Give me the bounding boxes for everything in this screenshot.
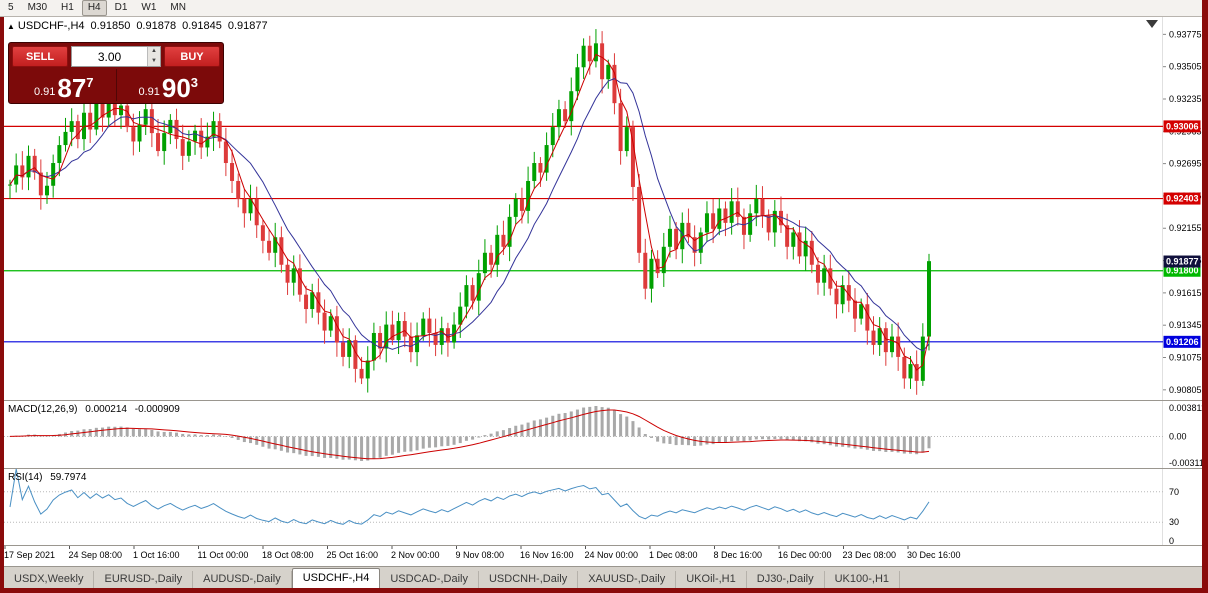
ohlc-close: 0.91877 bbox=[227, 20, 268, 32]
tab-usdcad-daily[interactable]: USDCAD-,Daily bbox=[380, 571, 479, 588]
time-axis-label: 25 Oct 16:00 bbox=[327, 550, 379, 560]
time-axis-label: 30 Dec 16:00 bbox=[907, 550, 961, 560]
rsi-name: RSI(14) bbox=[8, 472, 43, 483]
macd-value-main: 0.000214 bbox=[85, 404, 127, 415]
time-axis-label: 23 Dec 08:00 bbox=[843, 550, 897, 560]
rsi-line bbox=[9, 468, 930, 525]
macd-indicator-label: MACD(12,26,9) 0.000214 -0.000909 bbox=[8, 404, 185, 415]
buy-price-big: 90 bbox=[161, 73, 191, 103]
time-axis-label: 24 Nov 00:00 bbox=[585, 550, 639, 560]
window-frame-left bbox=[0, 17, 4, 593]
sell-price-display[interactable]: 0.91 87 7 bbox=[12, 69, 116, 101]
timeframe-button-h4[interactable]: H4 bbox=[81, 0, 107, 16]
buy-price-small: 0.91 bbox=[138, 86, 160, 98]
price-label-0.92403: 0.92403 bbox=[1166, 194, 1199, 204]
time-axis-label: 24 Sep 08:00 bbox=[69, 550, 123, 560]
price-label-0.93006: 0.93006 bbox=[1166, 121, 1199, 131]
time-axis-label: 16 Dec 00:00 bbox=[778, 550, 832, 560]
tab-usdchf-h4[interactable]: USDCHF-,H4 bbox=[291, 568, 381, 588]
time-axis-label: 16 Nov 16:00 bbox=[520, 550, 574, 560]
chart-symbol-period: USDCHF-,H4 bbox=[17, 20, 85, 32]
time-axis-label: 1 Oct 16:00 bbox=[133, 550, 180, 560]
price-axis-label: 0.91615 bbox=[1169, 288, 1202, 298]
tab-uk100-h1[interactable]: UK100-,H1 bbox=[825, 571, 901, 588]
time-axis-label: 18 Oct 08:00 bbox=[262, 550, 314, 560]
price-axis-label: 0.92695 bbox=[1169, 159, 1202, 169]
macd-histogram bbox=[8, 406, 931, 461]
timeframe-button-m30[interactable]: M30 bbox=[27, 2, 48, 13]
timeframe-button-mn[interactable]: MN bbox=[170, 2, 186, 13]
rsi-axis-label: 30 bbox=[1169, 517, 1179, 527]
macd-axis-label: 0.00 bbox=[1169, 431, 1187, 441]
chart-header: ▲ USDCHF-,H4 0.91850 0.91878 0.91845 0.91877 bbox=[7, 20, 268, 32]
time-axis-label: 2 Nov 00:00 bbox=[391, 550, 440, 560]
macd-axis-label: -0.003116 bbox=[1169, 458, 1208, 468]
time-axis-label: 1 Dec 08:00 bbox=[649, 550, 698, 560]
timeframe-toolbar: 5 M30 H1 H4 D1 W1 MN bbox=[0, 0, 1208, 17]
price-label-0.91877: 0.91877 bbox=[1166, 257, 1199, 267]
price-axis-label: 0.91345 bbox=[1169, 320, 1202, 330]
price-label-0.91800: 0.91800 bbox=[1166, 266, 1199, 276]
timeframe-button-w1[interactable]: W1 bbox=[141, 2, 157, 13]
time-axis-label: 9 Nov 08:00 bbox=[456, 550, 505, 560]
timeframe-button-5[interactable]: 5 bbox=[8, 2, 14, 13]
chart-canvas[interactable]: 0.937750.935050.932350.929650.926950.924… bbox=[0, 17, 1208, 566]
tab-usdx-weekly[interactable]: USDX,Weekly bbox=[4, 571, 95, 588]
rsi-indicator-label: RSI(14) 59.7974 bbox=[8, 472, 91, 483]
macd-value-signal: -0.000909 bbox=[134, 404, 180, 415]
timeframe-button-d1[interactable]: D1 bbox=[114, 2, 128, 13]
volume-decrease-button[interactable]: ▼ bbox=[147, 56, 160, 66]
timeframe-button-h1[interactable]: H1 bbox=[61, 2, 74, 13]
rsi-axis-label: 0 bbox=[1169, 536, 1174, 546]
volume-increase-button[interactable]: ▲ bbox=[147, 47, 160, 57]
rsi-axis-label: 70 bbox=[1169, 487, 1179, 497]
volume-box: ▲ ▼ bbox=[71, 46, 161, 67]
time-axis-label: 8 Dec 16:00 bbox=[714, 550, 763, 560]
chart-shift-marker[interactable] bbox=[1146, 20, 1158, 28]
tab-eurusd-daily[interactable]: EURUSD-,Daily bbox=[94, 571, 194, 588]
time-axis-label: 11 Oct 00:00 bbox=[198, 550, 249, 560]
price-axis-label: 0.90805 bbox=[1169, 385, 1202, 395]
window-frame-bottom bbox=[0, 588, 1208, 593]
macd-axis-label: 0.003811 bbox=[1169, 403, 1206, 413]
one-click-trading-panel: SELL ▲ ▼ BUY 0.91 87 7 0.91 90 3 bbox=[8, 42, 224, 104]
price-axis-label: 0.91075 bbox=[1169, 353, 1202, 363]
ma-fast-line bbox=[9, 53, 930, 371]
tab-ukoil-h1[interactable]: UKOil-,H1 bbox=[676, 571, 747, 588]
candles bbox=[8, 29, 931, 395]
tab-dj30-daily[interactable]: DJ30-,Daily bbox=[747, 571, 825, 588]
buy-price-display[interactable]: 0.91 90 3 bbox=[115, 69, 221, 103]
tab-audusd-daily[interactable]: AUDUSD-,Daily bbox=[193, 571, 292, 588]
one-click-collapse-icon[interactable]: ▲ bbox=[7, 22, 15, 31]
sell-price-big: 87 bbox=[57, 73, 87, 103]
macd-name: MACD(12,26,9) bbox=[8, 404, 78, 415]
sell-button[interactable]: SELL bbox=[12, 46, 68, 67]
volume-input[interactable] bbox=[72, 47, 147, 66]
tab-xauusd-daily[interactable]: XAUUSD-,Daily bbox=[578, 571, 677, 588]
price-axis-label: 0.93505 bbox=[1169, 62, 1202, 72]
price-axis-label: 0.93775 bbox=[1169, 29, 1202, 39]
ohlc-open: 0.91850 bbox=[90, 20, 131, 32]
sell-price-sup: 7 bbox=[86, 75, 94, 90]
chart-tabs: USDX,Weekly EURUSD-,Daily AUDUSD-,Daily USD… bbox=[4, 566, 1202, 588]
buy-price-sup: 3 bbox=[190, 75, 199, 90]
rsi-value: 59.7974 bbox=[50, 472, 87, 483]
tab-usdcnh-daily[interactable]: USDCNH-,Daily bbox=[479, 571, 579, 588]
ohlc-low: 0.91845 bbox=[182, 20, 222, 32]
buy-button[interactable]: BUY bbox=[164, 46, 220, 67]
ohlc-high: 0.91878 bbox=[136, 20, 177, 32]
sell-price-small: 0.91 bbox=[33, 86, 56, 98]
price-axis-label: 0.92155 bbox=[1169, 223, 1202, 233]
window-frame-right bbox=[1202, 0, 1208, 593]
macd-signal-line bbox=[9, 409, 930, 460]
price-label-0.91206: 0.91206 bbox=[1166, 337, 1199, 347]
volume-spinner: ▲ ▼ bbox=[147, 47, 160, 66]
price-axis-label: 0.93235 bbox=[1169, 94, 1202, 104]
time-axis-label: 17 Sep 2021 bbox=[4, 550, 55, 560]
